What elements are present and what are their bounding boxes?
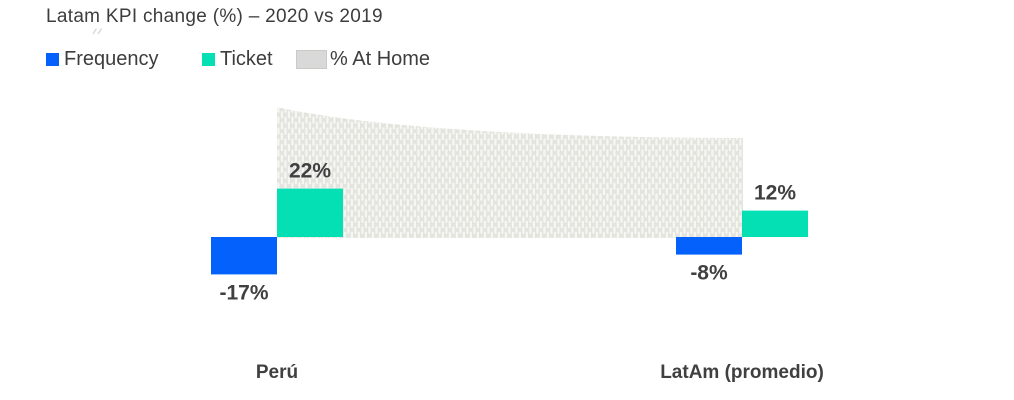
legend-item-frequency: Frequency xyxy=(46,48,159,70)
legend-label-ticket: Ticket xyxy=(220,47,273,70)
bar-frequency-0 xyxy=(211,237,277,275)
bar-frequency-1 xyxy=(676,237,742,255)
spellcheck-squiggle-icon xyxy=(92,28,103,35)
category-label: Perú xyxy=(256,362,298,383)
value-label: -17% xyxy=(219,281,268,304)
legend-swatch-at-home xyxy=(296,49,327,69)
legend-swatch-frequency xyxy=(46,52,59,66)
value-label: 22% xyxy=(289,160,331,183)
legend-label-at-home: % At Home xyxy=(330,47,431,70)
category-label: LatAm (promedio) xyxy=(660,362,824,383)
legend-swatch-ticket xyxy=(202,52,215,66)
chart-title: Latam KPI change (%) – 2020 vs 2019 xyxy=(46,6,383,27)
legend-item-at-home: % At Home xyxy=(296,48,430,70)
legend-label-frequency: Frequency xyxy=(64,47,159,70)
value-label: -8% xyxy=(690,262,728,285)
legend: Frequency Ticket % At Home xyxy=(0,48,1014,70)
bar-ticket-1 xyxy=(742,210,808,237)
value-label: 12% xyxy=(754,182,796,205)
area-series-at-home xyxy=(277,107,743,238)
bar-ticket-0 xyxy=(277,188,343,237)
legend-item-ticket: Ticket xyxy=(202,48,273,70)
